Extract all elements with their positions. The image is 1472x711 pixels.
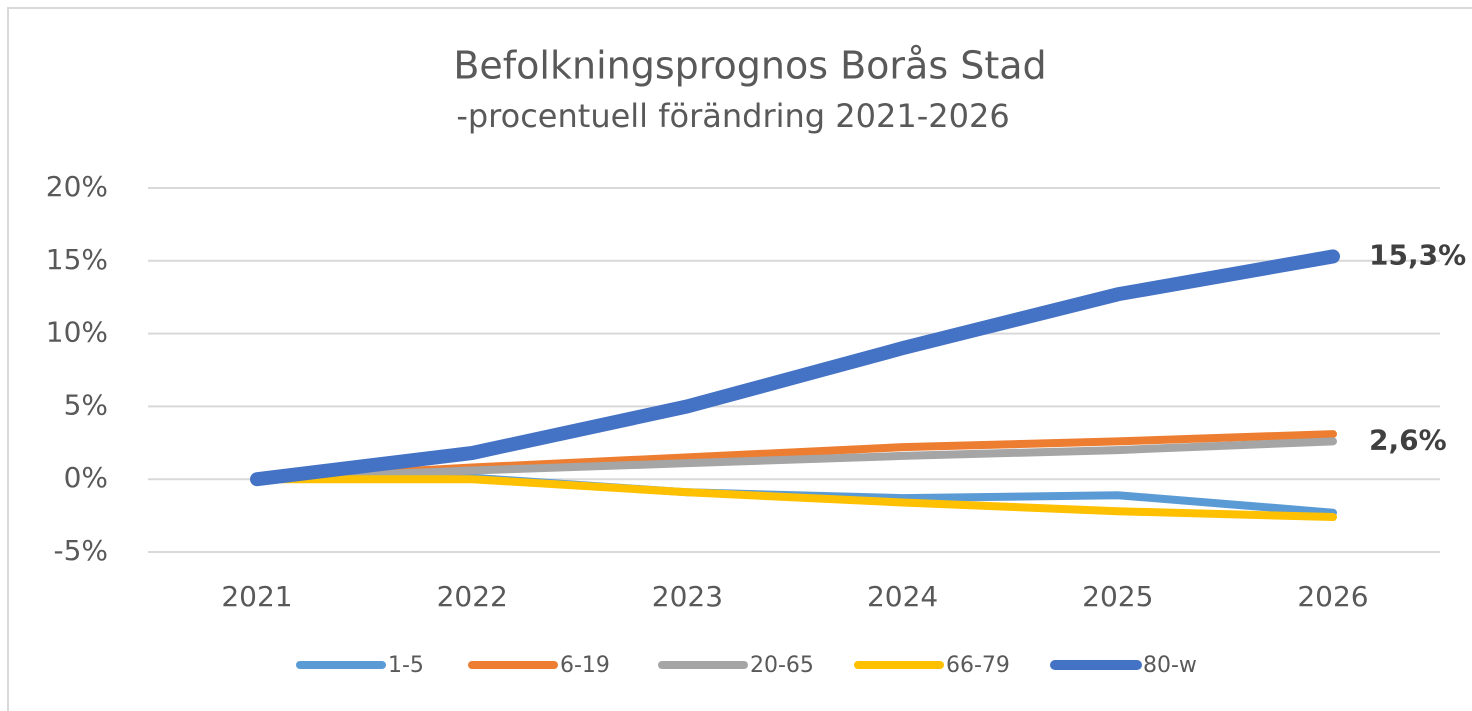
chart-border bbox=[7, 7, 1472, 711]
data-label: 15,3% bbox=[1369, 238, 1466, 271]
x-tick-label: 2021 bbox=[221, 580, 292, 613]
y-tick-label: 5% bbox=[64, 388, 108, 421]
y-tick-label: 15% bbox=[46, 243, 108, 276]
x-tick-label: 2026 bbox=[1297, 580, 1368, 613]
series-line bbox=[253, 475, 1337, 522]
x-tick-label: 2025 bbox=[1082, 580, 1153, 613]
series-line bbox=[250, 249, 1340, 487]
legend-label: 1-5 bbox=[388, 653, 424, 678]
chart-subtitle: -procentuell förändring 2021-2026 bbox=[456, 97, 1009, 135]
x-tick-label: 2022 bbox=[437, 580, 508, 613]
series-line bbox=[253, 437, 1337, 484]
y-tick-label: 0% bbox=[64, 461, 108, 494]
x-tick-label: 2023 bbox=[652, 580, 723, 613]
x-tick-label: 2024 bbox=[867, 580, 938, 613]
legend-label: 6-19 bbox=[560, 653, 610, 678]
y-tick-label: 20% bbox=[46, 170, 108, 203]
y-tick-label: 10% bbox=[46, 316, 108, 349]
legend-label: 80-w bbox=[1143, 653, 1197, 678]
legend-label: 66-79 bbox=[946, 653, 1010, 678]
y-tick-label: -5% bbox=[53, 534, 108, 567]
legend-label: 20-65 bbox=[750, 653, 814, 678]
data-label: 2,6% bbox=[1369, 423, 1447, 456]
chart-title: Befolkningsprognos Borås Stad bbox=[453, 44, 1046, 88]
